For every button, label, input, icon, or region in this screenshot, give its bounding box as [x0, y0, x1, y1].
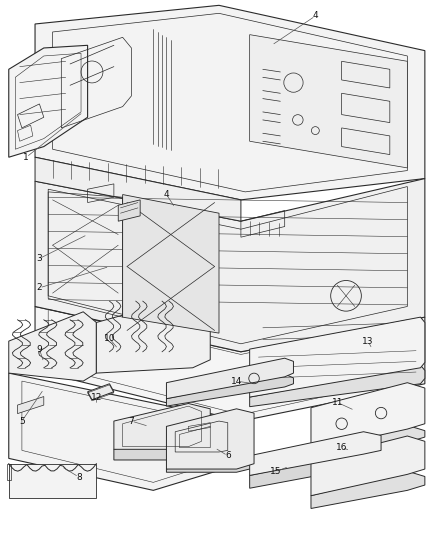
Text: 6: 6	[225, 451, 231, 460]
Polygon shape	[35, 306, 425, 421]
Polygon shape	[88, 384, 114, 400]
Polygon shape	[311, 436, 425, 496]
Polygon shape	[123, 195, 219, 333]
Text: 1: 1	[23, 153, 29, 161]
Polygon shape	[311, 383, 425, 450]
Polygon shape	[250, 365, 425, 407]
Polygon shape	[9, 464, 96, 498]
Polygon shape	[18, 397, 44, 414]
Polygon shape	[250, 432, 381, 475]
Polygon shape	[250, 451, 381, 488]
Polygon shape	[114, 432, 210, 460]
Polygon shape	[166, 409, 254, 469]
Polygon shape	[166, 374, 293, 406]
Text: 15: 15	[270, 467, 282, 476]
Polygon shape	[250, 317, 425, 397]
Text: 10: 10	[104, 334, 115, 343]
Text: 9: 9	[36, 345, 42, 353]
Polygon shape	[311, 471, 425, 508]
Polygon shape	[311, 425, 425, 461]
Polygon shape	[9, 45, 88, 157]
Text: 3: 3	[36, 254, 42, 263]
Text: 5: 5	[19, 417, 25, 425]
Polygon shape	[35, 179, 425, 352]
Text: 8: 8	[76, 473, 82, 481]
Text: 13: 13	[362, 337, 374, 345]
Polygon shape	[118, 200, 140, 221]
Text: 2: 2	[37, 284, 42, 292]
Text: 11: 11	[332, 398, 343, 407]
Text: 4: 4	[313, 12, 318, 20]
Text: 14: 14	[231, 377, 242, 385]
Polygon shape	[114, 403, 210, 449]
Text: 12: 12	[91, 393, 102, 401]
Text: 7: 7	[128, 417, 134, 425]
Polygon shape	[9, 312, 96, 381]
Text: 4: 4	[164, 190, 169, 199]
Polygon shape	[166, 358, 293, 399]
Polygon shape	[35, 5, 425, 200]
Polygon shape	[96, 296, 210, 373]
Text: 16: 16	[336, 443, 347, 452]
Polygon shape	[9, 373, 241, 490]
Polygon shape	[35, 157, 241, 221]
Polygon shape	[166, 451, 254, 472]
Polygon shape	[250, 35, 407, 168]
